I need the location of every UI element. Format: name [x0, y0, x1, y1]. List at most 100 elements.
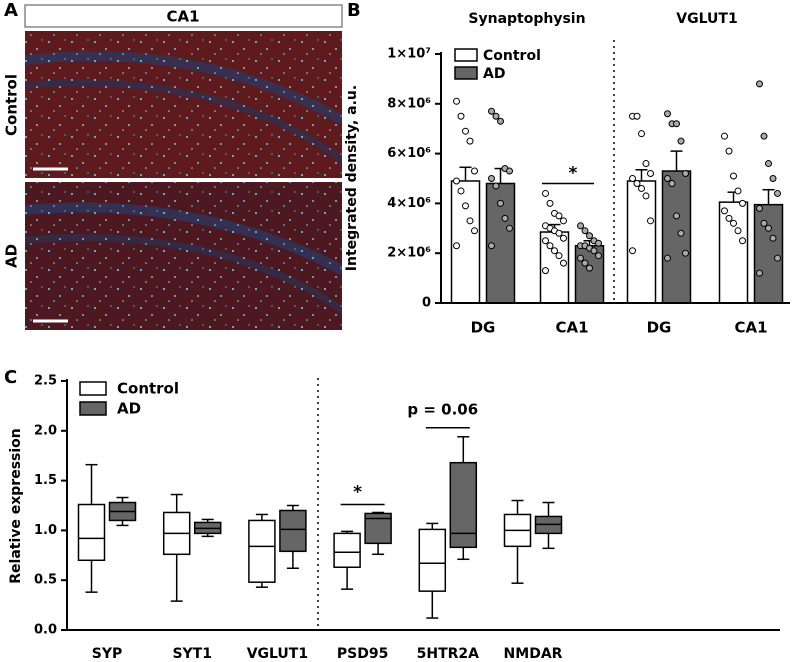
title-box: [24, 4, 343, 28]
x-tick-label: SYT1: [172, 646, 212, 662]
data-point: [730, 172, 737, 180]
data-point: [642, 192, 650, 200]
data-point: [756, 80, 763, 88]
y-tick-label: 8×10⁶: [387, 96, 431, 111]
legend-swatch: [79, 401, 107, 416]
data-point: [577, 254, 584, 262]
legend-swatch: [79, 381, 107, 396]
data-point: [488, 242, 495, 250]
data-point: [466, 217, 474, 225]
data-point: [453, 177, 460, 185]
micrograph-ad: [25, 182, 342, 330]
data-point: [595, 252, 602, 260]
data-point: [629, 247, 636, 255]
data-point: [642, 160, 650, 168]
group-title: Synaptophysin: [468, 11, 585, 27]
data-point: [492, 182, 500, 190]
x-tick-label: DG: [647, 319, 672, 337]
data-point: [769, 234, 777, 242]
y-tick-label: 2.5: [34, 374, 57, 389]
data-point: [760, 132, 768, 140]
data-point: [590, 247, 598, 255]
bar: [718, 201, 749, 304]
y-axis-label: Relative expression: [8, 428, 24, 584]
data-point: [560, 234, 567, 242]
x-tick-label: SYP: [92, 646, 122, 662]
data-point: [462, 127, 469, 135]
data-point: [555, 212, 563, 220]
data-point: [638, 130, 645, 138]
data-point: [546, 199, 554, 207]
data-point: [638, 184, 645, 192]
data-point: [677, 229, 685, 237]
data-point: [560, 217, 567, 225]
legend-swatch: [454, 48, 478, 62]
bar: [626, 180, 657, 304]
data-point: [664, 175, 671, 182]
row-label: AD: [3, 244, 21, 268]
data-point: [647, 217, 654, 225]
data-point: [647, 170, 654, 178]
data-point: [488, 107, 495, 115]
data-point: [682, 170, 689, 178]
data-point: [633, 112, 641, 120]
data-point: [542, 189, 549, 197]
data-point: [682, 249, 689, 257]
data-point: [471, 227, 478, 235]
data-point: [501, 214, 509, 222]
legend-label: Control: [483, 48, 541, 64]
box: [333, 532, 361, 569]
data-point: [586, 232, 593, 240]
annotation: *: [353, 482, 362, 502]
legend-label: AD: [483, 66, 505, 82]
data-point: [497, 199, 504, 207]
data-point: [734, 227, 742, 235]
micrograph-control: [25, 31, 342, 178]
data-point: [457, 112, 465, 120]
data-point: [453, 242, 460, 250]
data-point: [506, 167, 513, 175]
data-point: [453, 97, 460, 105]
bar: [450, 180, 481, 304]
data-point: [765, 160, 772, 168]
panel-title: CA1: [166, 8, 199, 26]
y-tick-label: 2.0: [34, 423, 57, 438]
data-point: [560, 259, 567, 267]
y-tick-label: 0.5: [34, 573, 57, 588]
row-label: Control: [3, 74, 21, 136]
data-point: [756, 204, 763, 212]
data-point: [664, 254, 671, 262]
y-tick-label: 6×10⁶: [387, 146, 431, 161]
data-point: [551, 247, 558, 255]
data-point: [725, 214, 733, 222]
data-point: [488, 175, 495, 182]
x-tick-label: VGLUT1: [247, 646, 308, 662]
data-point: [542, 237, 549, 245]
x-tick-label: CA1: [555, 319, 588, 337]
legend-swatch: [454, 66, 478, 80]
y-tick-label: 0: [422, 296, 431, 311]
data-point: [739, 199, 746, 207]
data-point: [546, 242, 554, 250]
data-point: [506, 224, 513, 232]
data-point: [633, 179, 641, 187]
data-point: [542, 267, 549, 275]
x-tick-label: PSD95: [337, 646, 388, 662]
data-point: [721, 132, 728, 140]
x-tick-label: 5HTR2A: [417, 646, 480, 662]
data-point: [760, 219, 768, 227]
data-point: [725, 147, 733, 155]
panel-letter: C: [4, 367, 17, 388]
data-point: [774, 254, 781, 262]
data-point: [721, 207, 728, 215]
box: [248, 519, 276, 583]
data-point: [765, 224, 772, 232]
data-point: [555, 229, 563, 237]
data-point: [595, 239, 602, 247]
data-point: [774, 189, 781, 197]
data-point: [756, 269, 763, 277]
panel-letter: A: [4, 0, 18, 21]
data-point: [668, 179, 676, 187]
data-point: [734, 187, 742, 195]
